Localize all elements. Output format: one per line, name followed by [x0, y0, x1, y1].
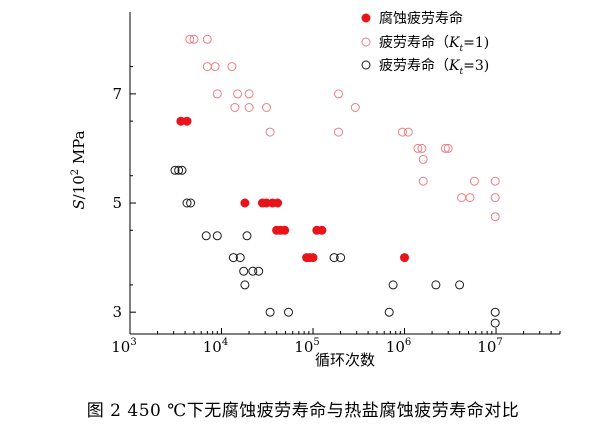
x-tick-label: 104	[203, 337, 228, 356]
data-point-open	[490, 212, 500, 222]
data-point-open	[443, 143, 453, 153]
data-point-open	[186, 198, 196, 208]
data-point-open	[490, 307, 500, 317]
data-point-open	[490, 318, 500, 328]
y-axis-title-base: /10	[70, 175, 88, 199]
data-point-open	[189, 34, 199, 44]
data-point-filled	[182, 116, 192, 126]
data-point-open	[227, 62, 237, 72]
data-point-open	[336, 253, 346, 263]
data-point-open	[431, 280, 441, 290]
data-point-open	[388, 280, 398, 290]
x-tick-label: 107	[477, 337, 502, 356]
legend-marker-open-pink	[361, 37, 371, 47]
data-point-open	[202, 62, 212, 72]
data-point-open	[350, 103, 360, 112]
data-point-open	[212, 231, 222, 241]
legend-item-corrosion: 腐蚀疲劳寿命	[361, 10, 463, 27]
legend-label-kt3: 疲劳寿命（Kt=3)	[379, 57, 489, 77]
data-point-open	[202, 34, 212, 44]
data-point-open	[228, 253, 238, 263]
x-tick-label: 103	[111, 337, 136, 356]
data-point-open	[334, 89, 343, 99]
data-points	[170, 34, 500, 328]
data-point-open	[210, 62, 220, 72]
data-point-open	[265, 307, 275, 317]
legend-marker-open-black	[361, 60, 371, 70]
data-point-filled	[273, 198, 283, 208]
y-axis-title-exponent: 2	[70, 169, 81, 175]
data-point-open	[403, 127, 413, 137]
figure-caption: 图 2 450 ℃下无腐蚀疲劳寿命与热盐腐蚀疲劳寿命对比	[87, 401, 520, 421]
data-point-open	[185, 34, 195, 44]
plot-frame	[129, 12, 560, 335]
legend-label-kt1: 疲劳寿命（Kt=1)	[379, 34, 489, 54]
data-point-open	[170, 165, 180, 175]
data-point-open	[239, 266, 249, 276]
x-axis-title: 循环次数	[315, 351, 375, 369]
series-0	[176, 116, 409, 263]
data-point-open	[418, 176, 428, 186]
legend-marker-filled-dot	[361, 13, 371, 23]
data-point-open	[177, 165, 187, 175]
y-axis-title-symbol: S	[70, 199, 88, 209]
y-ticks: 3 5 7	[112, 66, 136, 321]
series-2	[170, 165, 500, 328]
y-axis-title: S/102 MPa	[70, 130, 88, 209]
data-point-open	[398, 127, 407, 137]
data-point-filled	[280, 225, 290, 235]
data-point-open	[201, 231, 211, 241]
legend-item-kt3: 疲劳寿命（Kt=3)	[361, 57, 489, 77]
data-point-open	[244, 103, 254, 112]
data-point-open	[248, 266, 258, 276]
series-1	[185, 34, 500, 222]
data-point-filled	[308, 253, 318, 263]
data-point-open	[182, 198, 192, 208]
data-point-open	[490, 193, 500, 203]
data-point-open	[455, 280, 465, 290]
data-point-open	[262, 103, 271, 112]
data-point-open	[329, 253, 339, 263]
data-point-open	[240, 280, 250, 290]
data-point-open	[244, 89, 254, 99]
data-point-open	[242, 231, 252, 241]
data-point-open	[440, 143, 450, 153]
data-point-filled	[317, 225, 327, 235]
legend: 腐蚀疲劳寿命 疲劳寿命（Kt=1) 疲劳寿命（Kt=3)	[361, 10, 489, 77]
data-point-open	[457, 193, 467, 203]
data-point-open	[284, 307, 293, 317]
data-point-open	[254, 266, 264, 276]
data-point-open	[212, 89, 222, 99]
data-point-open	[233, 89, 243, 99]
legend-label-corrosion: 腐蚀疲劳寿命	[379, 10, 463, 27]
y-tick-label: 7	[112, 85, 122, 103]
data-point-open	[465, 193, 475, 203]
data-point-open	[384, 307, 394, 317]
y-axis-title-unit: MPa	[70, 130, 88, 169]
data-point-open	[417, 143, 427, 153]
data-point-filled	[240, 198, 250, 208]
x-tick-label: 105	[294, 337, 319, 356]
data-point-open	[490, 176, 500, 186]
data-point-filled	[400, 253, 409, 263]
legend-item-kt1: 疲劳寿命（Kt=1)	[361, 34, 489, 54]
x-tick-label: 106	[386, 337, 411, 356]
data-point-open	[265, 127, 275, 137]
data-point-open	[418, 154, 428, 164]
data-point-open	[235, 253, 245, 263]
data-point-open	[230, 103, 240, 112]
data-point-open	[174, 165, 184, 175]
y-tick-label: 3	[112, 303, 122, 321]
data-point-open	[469, 176, 479, 186]
data-point-open	[334, 127, 343, 137]
data-point-open	[413, 143, 423, 153]
x-ticks: 103 104 105 106 107	[111, 328, 561, 356]
y-tick-label: 5	[112, 194, 122, 212]
